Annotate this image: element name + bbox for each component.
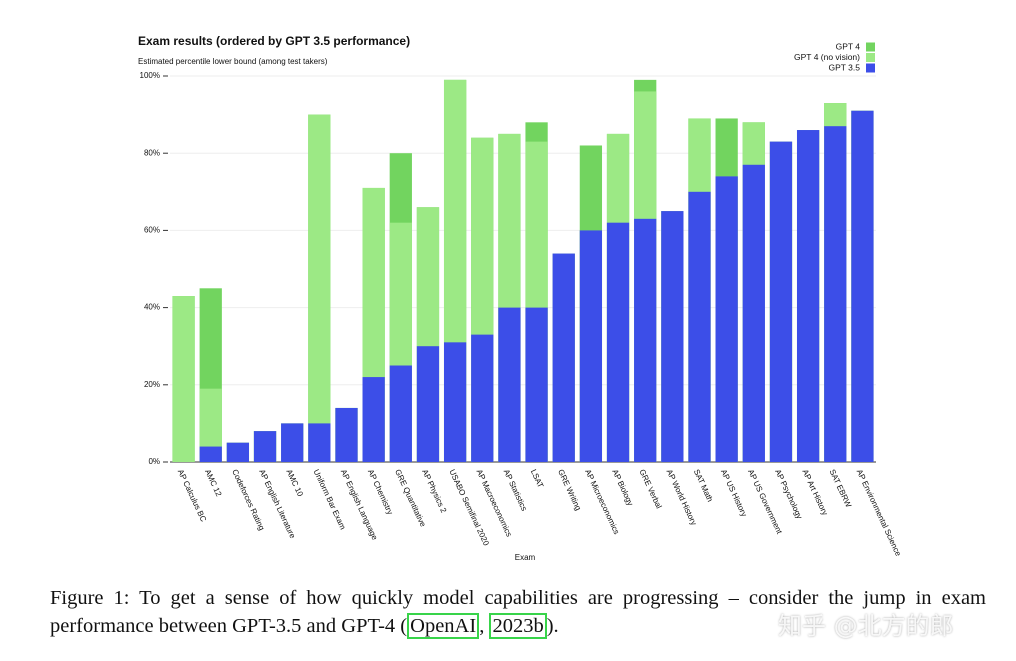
bar	[253, 431, 277, 462]
citation-author[interactable]: OpenAI	[407, 613, 480, 639]
x-tick-label: GRE Quantitative	[393, 468, 428, 529]
x-tick-label: LSAT	[529, 468, 545, 490]
legend-label: GPT 4	[836, 41, 861, 51]
bar	[579, 230, 603, 462]
bar	[199, 446, 222, 462]
watermark: 知乎 @北方的郎	[778, 612, 954, 640]
y-tick-label: 60%	[144, 226, 160, 235]
bar	[308, 423, 331, 462]
bar	[634, 218, 657, 462]
x-tick-label: AP Physics 2	[420, 468, 448, 515]
x-tick-label: SAT Math	[692, 468, 715, 503]
chart: Exam results (ordered by GPT 3.5 perform…	[138, 34, 903, 562]
x-tick-label: AMC 12	[203, 468, 224, 498]
legend-label: GPT 3.5	[829, 62, 861, 72]
y-tick-label: 100%	[140, 71, 160, 80]
bar	[552, 253, 575, 462]
x-tick-label: AMC 10	[284, 468, 305, 498]
x-tick-label: AP US History	[719, 468, 749, 518]
x-tick-label: AP Statistics	[502, 468, 529, 512]
bar	[443, 342, 467, 462]
bar	[471, 334, 494, 462]
bar	[851, 110, 874, 463]
bar	[796, 130, 820, 463]
x-tick-label: AP Calculus BC	[176, 468, 208, 523]
citation-year[interactable]: 2023b	[489, 613, 547, 639]
bar	[199, 388, 222, 462]
bar	[742, 164, 765, 462]
bar	[498, 307, 521, 462]
caption-text: Figure 1: To get a sense of how quickly …	[50, 587, 986, 637]
bar	[308, 114, 331, 462]
caption: Figure 1: To get a sense of how quickly …	[50, 584, 986, 640]
bar	[226, 442, 250, 462]
x-axis-title: Exam	[515, 553, 536, 562]
x-tick-label: AP Psychology	[773, 468, 804, 520]
caption-text: ).	[546, 615, 559, 637]
bar	[715, 176, 738, 463]
bar	[389, 365, 412, 462]
x-tick-label: GRE Verbal	[637, 468, 663, 510]
x-tick-label: AP Art History	[800, 468, 829, 517]
legend-swatch	[866, 53, 875, 62]
x-tick-label: AP World History	[665, 468, 699, 527]
x-tick-label: AP Biology	[610, 468, 635, 507]
y-tick-label: 0%	[148, 457, 160, 466]
legend-swatch	[866, 63, 875, 73]
x-tick-label: GRE Writing	[556, 468, 583, 512]
x-tick-label: AP Environmental Science	[855, 468, 903, 558]
caption-text: ,	[479, 615, 490, 637]
bar	[661, 211, 684, 462]
y-tick-label: 80%	[144, 148, 160, 157]
bar	[335, 407, 358, 462]
y-tick-label: 20%	[144, 380, 160, 389]
bar	[525, 307, 548, 462]
bar	[688, 191, 711, 463]
x-tick-label: SAT EBRW	[828, 468, 854, 509]
chart-title: Exam results (ordered by GPT 3.5 perform…	[138, 34, 410, 48]
bar	[172, 296, 195, 462]
bar	[281, 423, 304, 462]
y-tick-label: 40%	[144, 303, 160, 312]
bar	[824, 126, 847, 463]
legend-swatch	[866, 42, 875, 52]
bar	[362, 377, 385, 462]
legend-label: GPT 4 (no vision)	[794, 52, 860, 62]
bar	[769, 141, 793, 462]
chart-subtitle: Estimated percentile lower bound (among …	[138, 57, 328, 66]
x-tick-label: AP Chemistry	[366, 468, 395, 516]
bar	[416, 346, 440, 462]
bar	[606, 222, 630, 462]
